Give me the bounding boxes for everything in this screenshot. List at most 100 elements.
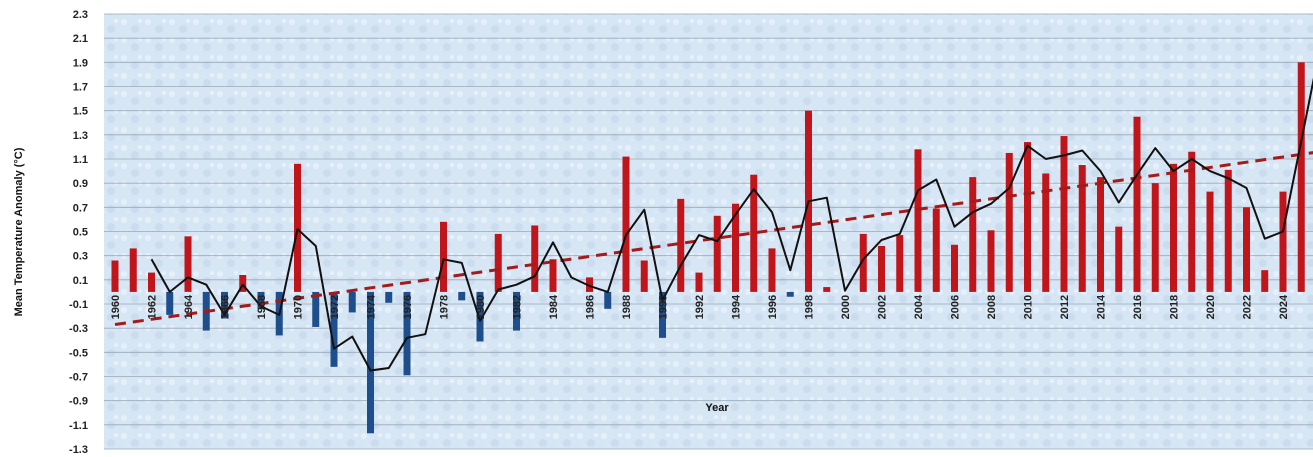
y-axis-ticks: -1.3 -1.1 -0.9 -0.7 -0.5 -0.3 -0.1 0.1 0.3 0.5 0.7… (69, 9, 88, 456)
bar-1996 (768, 248, 776, 292)
bar-1981 (494, 233, 502, 292)
bar-2017 (1151, 183, 1159, 292)
bar-2014 (1097, 177, 1104, 292)
bar-2006 (951, 244, 958, 292)
x-tick-label: 1998 (804, 295, 816, 319)
bar-2025 (1297, 62, 1305, 292)
bar-2022 (1243, 207, 1250, 292)
y-tick-label: -0.9 (69, 396, 88, 408)
bar-1966 (221, 291, 228, 319)
y-tick-label: 0.7 (73, 202, 88, 214)
x-tick-label: 2002 (877, 295, 889, 319)
bar-2021 (1224, 169, 1232, 292)
bar-1983 (531, 225, 539, 292)
y-tick-label: 0.1 (73, 275, 88, 287)
bar-1997 (786, 291, 794, 297)
bar-1999 (823, 287, 831, 292)
y-tick-label: 1.7 (73, 82, 88, 94)
x-tick-label: 1980 (475, 295, 487, 319)
y-tick-label: 0.3 (73, 251, 88, 263)
bar-1976 (403, 291, 411, 376)
bar-2018 (1170, 163, 1177, 292)
x-tick-label: 1966 (220, 295, 232, 319)
bar-2012 (1060, 136, 1068, 292)
bar-1970 (294, 163, 301, 292)
x-tick-label: 1970 (293, 295, 305, 319)
y-tick-label: -0.3 (69, 323, 88, 335)
bar-2005 (932, 208, 940, 292)
x-tick-label: 1962 (147, 295, 159, 319)
x-tick-label: 1968 (256, 295, 268, 319)
x-tick-label: 2016 (1132, 295, 1144, 319)
x-tick-label: 2024 (1278, 294, 1290, 319)
x-tick-label: 1994 (731, 294, 743, 319)
x-tick-label: 2022 (1242, 295, 1254, 319)
y-tick-label: 1.5 (73, 106, 88, 118)
trend-line (114, 151, 1313, 327)
bar-2001 (859, 233, 867, 292)
y-tick-label: 0.5 (73, 227, 88, 239)
bar-1961 (129, 248, 137, 292)
bar-2013 (1078, 165, 1086, 292)
x-axis-label: Year (705, 402, 729, 414)
bar-1980 (476, 291, 484, 342)
bar-2015 (1115, 226, 1123, 292)
moving-average-line (150, 77, 1313, 372)
x-tick-label: 2006 (950, 295, 962, 319)
x-tick-label: 1978 (439, 295, 451, 319)
bar-1967 (239, 275, 247, 292)
y-tick-label: -0.1 (69, 299, 88, 311)
x-tick-label: 2018 (1169, 295, 1181, 319)
x-tick-label: 1982 (512, 295, 524, 319)
x-tick-label: 1992 (694, 295, 706, 319)
bar-1995 (750, 174, 758, 292)
x-tick-label: 1996 (767, 295, 779, 319)
bar-2009 (1005, 152, 1013, 292)
bar-2019 (1188, 151, 1196, 292)
bar-1989 (640, 260, 648, 292)
bar-1963 (166, 291, 174, 315)
x-tick-label: 1986 (585, 295, 597, 319)
bar-1990 (659, 291, 666, 338)
bar-2004 (914, 149, 922, 292)
x-tick-label: 1972 (329, 295, 341, 319)
bar-2002 (878, 246, 885, 292)
bar-1986 (586, 277, 593, 292)
x-tick-label: 1974 (366, 294, 378, 319)
bar-2003 (896, 235, 904, 292)
y-tick-label: 1.9 (73, 57, 88, 69)
y-axis-label: Mean Temperature Anomaly (°C) (13, 147, 25, 316)
bar-1975 (385, 291, 393, 303)
bar-1978 (440, 221, 447, 292)
y-tick-label: 2.3 (73, 9, 88, 21)
bar-1971 (312, 291, 320, 327)
x-tick-label: 2010 (1023, 295, 1035, 319)
bar-1993 (713, 215, 721, 292)
y-tick-label: 1.1 (73, 154, 88, 166)
y-tick-label: 2.1 (73, 33, 88, 45)
bar-2016 (1133, 116, 1141, 292)
bar-1964 (184, 236, 192, 292)
x-tick-label: 1984 (548, 294, 560, 319)
x-tick-label: 2020 (1205, 295, 1217, 319)
bar-1960 (111, 260, 119, 292)
x-tick-label: 2014 (1096, 294, 1108, 319)
y-tick-label: -0.5 (69, 347, 88, 359)
grid-lines (104, 13, 1313, 450)
x-tick-label: 2004 (913, 294, 925, 319)
bar-1988 (622, 156, 630, 292)
x-tick-label: 1976 (402, 295, 414, 319)
bar-2011 (1042, 173, 1050, 292)
bar-1973 (348, 291, 356, 313)
bar-1972 (330, 291, 338, 367)
bar-1994 (732, 203, 739, 292)
y-tick-label: 0.9 (73, 178, 88, 190)
y-tick-label: -1.1 (69, 420, 88, 432)
x-tick-label: 1964 (183, 294, 195, 319)
x-tick-label: 1988 (621, 295, 633, 319)
trend-line-group (114, 151, 1313, 327)
x-tick-label: 2008 (986, 295, 998, 319)
y-tick-label: -0.7 (69, 372, 88, 384)
bar-1974 (367, 291, 374, 434)
